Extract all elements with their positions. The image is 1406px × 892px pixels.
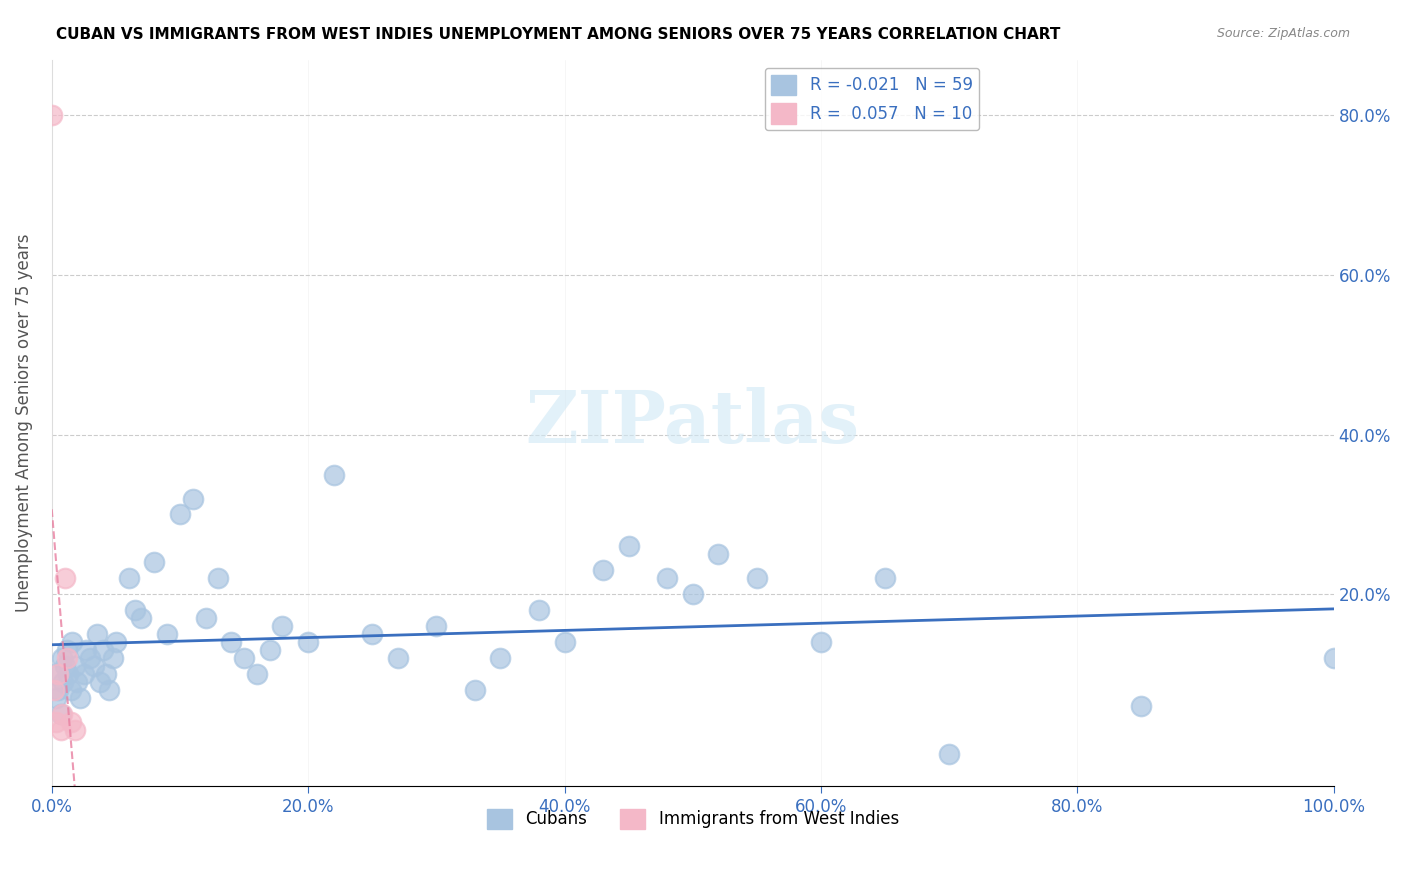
Point xyxy=(59,683,82,698)
Point xyxy=(66,675,89,690)
Point xyxy=(938,747,960,761)
Point xyxy=(60,635,83,649)
Text: Source: ZipAtlas.com: Source: ZipAtlas.com xyxy=(1216,27,1350,40)
Text: CUBAN VS IMMIGRANTS FROM WEST INDIES UNEMPLOYMENT AMONG SENIORS OVER 75 YEARS CO: CUBAN VS IMMIGRANTS FROM WEST INDIES UNE… xyxy=(56,27,1060,42)
Point xyxy=(233,651,256,665)
Point xyxy=(873,571,896,585)
Point xyxy=(53,659,76,673)
Point xyxy=(297,635,319,649)
Point xyxy=(44,683,66,698)
Point xyxy=(124,603,146,617)
Point xyxy=(94,667,117,681)
Point xyxy=(56,643,79,657)
Point xyxy=(489,651,512,665)
Point xyxy=(79,651,101,665)
Point xyxy=(246,667,269,681)
Point xyxy=(46,667,69,681)
Point xyxy=(69,691,91,706)
Point xyxy=(49,723,72,737)
Point xyxy=(63,723,86,737)
Point xyxy=(51,706,73,721)
Point xyxy=(194,611,217,625)
Point xyxy=(104,635,127,649)
Point xyxy=(1130,698,1153,713)
Point xyxy=(118,571,141,585)
Point xyxy=(103,651,125,665)
Point xyxy=(745,571,768,585)
Point xyxy=(553,635,575,649)
Point xyxy=(131,611,153,625)
Point xyxy=(617,540,640,554)
Point xyxy=(83,659,105,673)
Point xyxy=(51,651,73,665)
Point xyxy=(682,587,704,601)
Legend: Cubans, Immigrants from West Indies: Cubans, Immigrants from West Indies xyxy=(479,802,905,836)
Point xyxy=(219,635,242,649)
Point xyxy=(63,659,86,673)
Point xyxy=(89,675,111,690)
Point xyxy=(41,667,63,681)
Point xyxy=(425,619,447,633)
Point xyxy=(810,635,832,649)
Point xyxy=(464,683,486,698)
Point xyxy=(207,571,229,585)
Point xyxy=(73,667,96,681)
Point xyxy=(181,491,204,506)
Point xyxy=(387,651,409,665)
Point xyxy=(592,563,614,577)
Point xyxy=(41,108,63,122)
Point xyxy=(86,627,108,641)
Point xyxy=(46,683,69,698)
Point xyxy=(58,667,80,681)
Y-axis label: Unemployment Among Seniors over 75 years: Unemployment Among Seniors over 75 years xyxy=(15,234,32,612)
Point xyxy=(59,714,82,729)
Point xyxy=(156,627,179,641)
Point xyxy=(707,547,730,561)
Text: ZIPatlas: ZIPatlas xyxy=(526,387,859,458)
Point xyxy=(56,651,79,665)
Point xyxy=(75,643,97,657)
Point xyxy=(52,675,75,690)
Point xyxy=(91,643,114,657)
Point xyxy=(361,627,384,641)
Point xyxy=(53,571,76,585)
Point xyxy=(322,467,344,482)
Point xyxy=(143,555,166,569)
Point xyxy=(98,683,121,698)
Point xyxy=(45,714,67,729)
Point xyxy=(527,603,550,617)
Point xyxy=(49,706,72,721)
Point xyxy=(1323,651,1346,665)
Point xyxy=(271,619,294,633)
Point xyxy=(45,691,67,706)
Point xyxy=(655,571,678,585)
Point xyxy=(169,508,191,522)
Point xyxy=(259,643,281,657)
